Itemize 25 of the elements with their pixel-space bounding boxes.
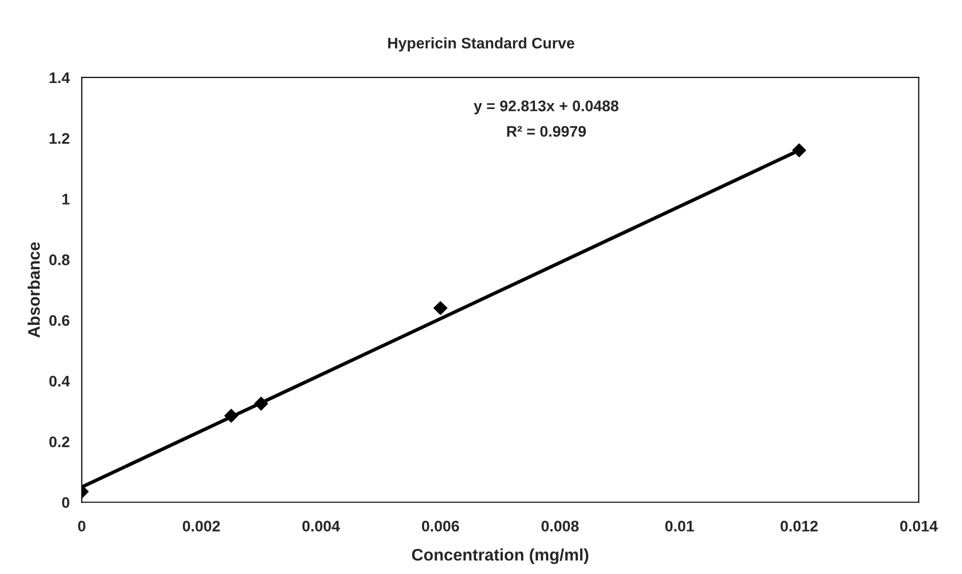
x-tick-label: 0.002 xyxy=(182,520,220,532)
annotation: R² = 0.9979 xyxy=(507,126,586,137)
x-tick-label: 0.008 xyxy=(542,520,579,532)
annotation: y = 92.813x + 0.0488 xyxy=(474,100,618,114)
y-tick-label: 0.8 xyxy=(49,254,70,266)
point xyxy=(254,396,268,411)
y-tick-label: 0.4 xyxy=(49,376,70,387)
y-tick-label: 1.2 xyxy=(50,133,70,144)
y-tick-label: 0 xyxy=(62,497,70,508)
x-tick-label: 0.012 xyxy=(780,520,818,532)
x-tick-label: 0.014 xyxy=(900,520,938,532)
chart-title: Hypericin Standard Curve xyxy=(388,37,574,52)
x-tick-label: 0.004 xyxy=(302,520,340,532)
x-tick-label: 0 xyxy=(78,520,86,532)
x-tick-label: 0.01 xyxy=(665,520,694,532)
point xyxy=(224,408,238,423)
point xyxy=(792,143,806,158)
y-tick-label: 1 xyxy=(62,194,70,204)
x-tick-label: 0.006 xyxy=(422,520,460,532)
y-tick-label: 0.6 xyxy=(49,315,70,326)
x-axis-title: Concentration (mg/ml) xyxy=(412,548,588,564)
y-tick-label: 0.2 xyxy=(49,436,70,448)
y-axis-title: Absorbance xyxy=(28,242,40,338)
point xyxy=(433,301,448,316)
y-tick-label: 1.4 xyxy=(50,72,70,84)
